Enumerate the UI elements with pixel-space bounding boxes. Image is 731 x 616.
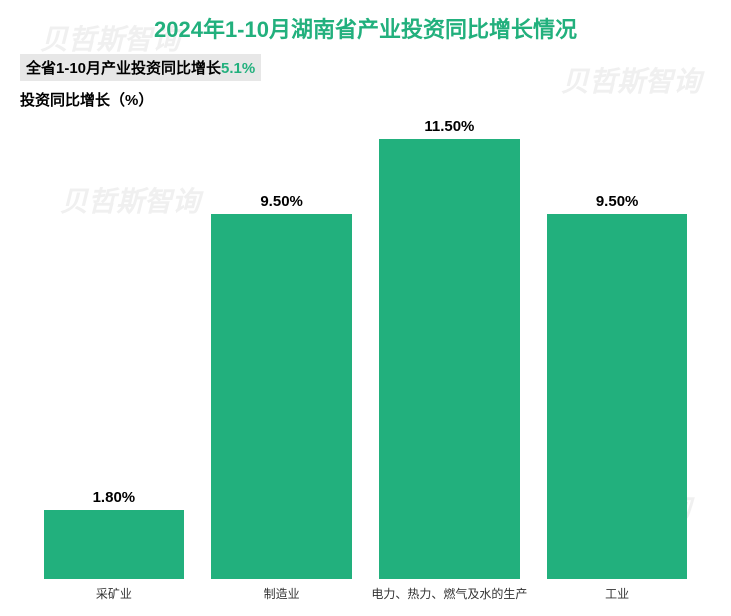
bar-value-label: 9.50% xyxy=(260,193,303,210)
bar-group: 11.50% xyxy=(370,118,530,579)
x-axis-label: 制造业 xyxy=(202,585,362,602)
subtitle-row: 全省1-10月产业投资同比增长5.1% xyxy=(20,54,711,81)
bar xyxy=(44,510,185,579)
bar xyxy=(379,139,520,579)
bar xyxy=(547,214,688,579)
bar-group: 1.80% xyxy=(34,118,194,579)
chart-container: 2024年1-10月湖南省产业投资同比增长情况 全省1-10月产业投资同比增长5… xyxy=(0,0,731,616)
bar-group: 9.50% xyxy=(202,118,362,579)
bar xyxy=(211,214,352,579)
x-axis-label: 采矿业 xyxy=(34,585,194,602)
subtitle-prefix: 全省1-10月产业投资同比增长 xyxy=(26,60,221,77)
y-axis-label: 投资同比增长（%） xyxy=(20,89,711,110)
plot-area: 1.80% 9.50% 11.50% 9.50% xyxy=(20,118,711,579)
chart-title: 2024年1-10月湖南省产业投资同比增长情况 xyxy=(20,12,711,44)
x-axis-label: 工业 xyxy=(537,585,697,602)
subtitle-value: 5.1% xyxy=(221,60,255,77)
subtitle-badge: 全省1-10月产业投资同比增长5.1% xyxy=(20,54,261,81)
bar-group: 9.50% xyxy=(537,118,697,579)
bar-value-label: 9.50% xyxy=(596,193,639,210)
x-axis-label: 电力、热力、燃气及水的生产 xyxy=(370,585,530,602)
x-axis: 采矿业制造业电力、热力、燃气及水的生产工业 xyxy=(20,579,711,616)
bar-value-label: 1.80% xyxy=(93,489,136,506)
bar-value-label: 11.50% xyxy=(424,118,474,135)
